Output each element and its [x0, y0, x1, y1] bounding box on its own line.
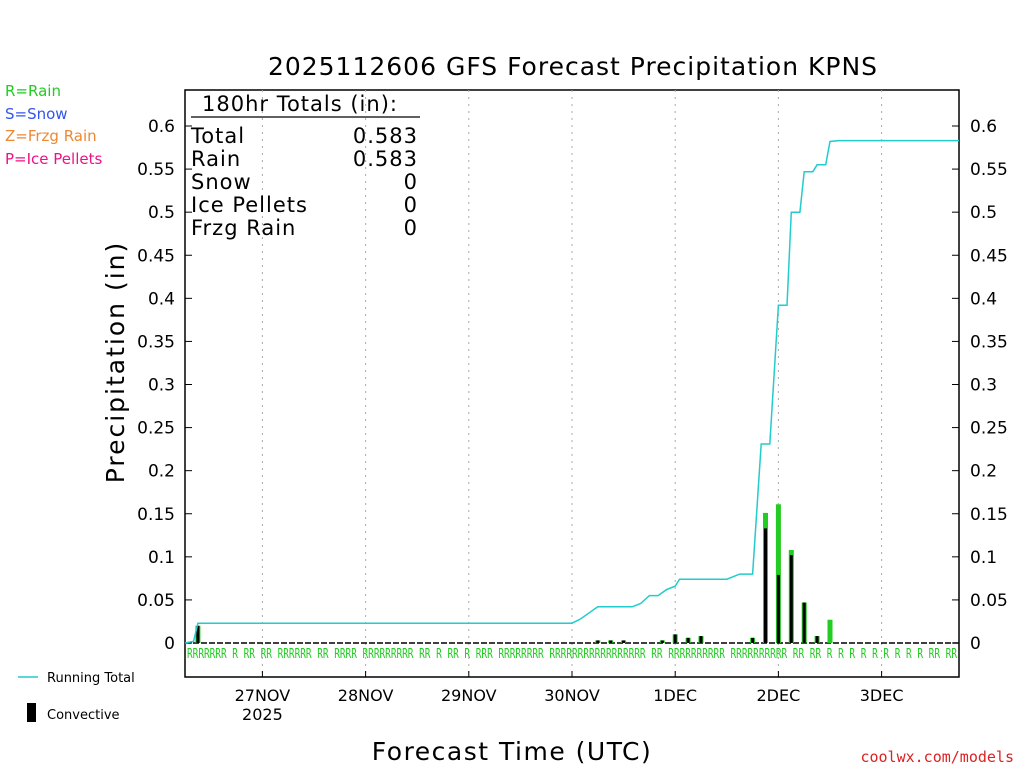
- rain-bar: [775, 504, 781, 643]
- y-tick-label-left: 0.25: [137, 419, 175, 439]
- rain-marker-row: RRRRRRR R RR RR RRRRRR RR RRRR RRRRRRRRR…: [187, 647, 957, 662]
- precip-type-legend-item: R=Rain: [5, 82, 61, 100]
- y-tick-label-right: 0.5: [970, 203, 997, 223]
- y-tick-label-right: 0.2: [970, 462, 997, 482]
- y-axis-right: 0 0.05 0.1 0.15 0.2 0.25 0.3 0.35 0.4 0.45 0.5 0.55…: [952, 117, 1008, 654]
- convective-bar: [609, 640, 613, 643]
- convective-bar: [764, 528, 767, 643]
- y-tick-label-left: 0.5: [148, 203, 175, 223]
- y-tick-label-right: 0.45: [970, 246, 1008, 266]
- grid-lines: [261, 90, 883, 677]
- y-tick-label-left: 0.45: [137, 246, 175, 266]
- totals-row-value: 0.583: [353, 147, 418, 171]
- y-tick-label-left: 0.15: [137, 505, 175, 525]
- y-axis-left: 0 0.05 0.1 0.15 0.2 0.25 0.3 0.35 0.4 0.45 0.5 0.55…: [137, 117, 192, 654]
- totals-row-label: Frzg Rain: [191, 216, 296, 240]
- totals-row-value: 0: [404, 193, 418, 217]
- x-tick-sublabel: 2025: [242, 705, 283, 724]
- y-tick-label-left: 0.2: [148, 462, 175, 482]
- convective-bar: [686, 637, 690, 643]
- y-tick-label-left: 0.4: [148, 289, 175, 309]
- convective-legend-swatch: [27, 703, 36, 722]
- y-tick-label-right: 0.4: [970, 289, 997, 309]
- convective-bar: [815, 636, 819, 643]
- y-tick-label-right: 0.6: [970, 117, 997, 137]
- y-tick-label-left: 0.3: [148, 376, 175, 396]
- y-tick-label-left: 0.35: [137, 332, 175, 352]
- totals-row-label: Ice Pellets: [191, 193, 308, 217]
- y-tick-label-right: 0.05: [970, 591, 1008, 611]
- totals-row-label: Snow: [191, 170, 252, 194]
- y-tick-label-left: 0.6: [148, 117, 175, 137]
- running-total-legend-label: Running Total: [47, 671, 135, 686]
- totals-row-value: 0.583: [353, 124, 418, 148]
- totals-row-value: 0: [404, 216, 418, 240]
- precip-type-legend-item: P=Ice Pellets: [5, 150, 102, 168]
- y-tick-label-right: 0.3: [970, 376, 997, 396]
- totals-box: 180hr Totals (in): Total 0.583 Rain 0.583 Sn…: [190, 92, 420, 240]
- y-tick-label-right: 0.15: [970, 505, 1008, 525]
- x-tick-label: 29NOV: [441, 686, 497, 705]
- series-legend: Running Total Convective: [18, 671, 135, 723]
- x-tick-label: 30NOV: [544, 686, 600, 705]
- totals-row-value: 0: [404, 170, 418, 194]
- y-axis-label: Precipitation (in): [101, 241, 130, 484]
- convective-bar: [776, 574, 780, 643]
- y-tick-label-left: 0.1: [148, 548, 175, 568]
- totals-header: 180hr Totals (in):: [202, 92, 398, 116]
- convective-bar: [673, 634, 677, 643]
- chart-title: 2025112606 GFS Forecast Precipitation KP…: [268, 52, 878, 81]
- y-tick-label-left: 0.05: [137, 591, 175, 611]
- x-tick-label: 3DEC: [860, 686, 904, 705]
- y-tick-label-right: 0.35: [970, 332, 1008, 352]
- convective-bar: [660, 640, 664, 643]
- x-tick-label: 28NOV: [338, 686, 394, 705]
- totals-row-label: Total: [190, 124, 245, 148]
- y-tick-label-left: 0.55: [137, 160, 175, 180]
- convective-bar: [699, 636, 703, 643]
- rain-bar: [827, 619, 833, 643]
- x-tick-label: 27NOV: [235, 686, 291, 705]
- y-tick-label-right: 0.55: [970, 160, 1008, 180]
- credit-text: coolwx.com/models: [860, 748, 1014, 766]
- y-tick-label-left: 0: [164, 634, 175, 654]
- convective-bar: [622, 640, 626, 643]
- totals-row-label: Rain: [191, 147, 241, 171]
- convective-legend-label: Convective: [47, 708, 120, 723]
- running-total-polyline: [184, 139, 959, 644]
- convective-bar: [751, 637, 755, 643]
- running-total-line: [184, 139, 959, 644]
- x-tick-label: 2DEC: [757, 686, 801, 705]
- convective-bar: [196, 625, 200, 643]
- convective-bar: [802, 602, 806, 643]
- y-tick-label-right: 0.1: [970, 548, 997, 568]
- precip-type-legend-item: S=Snow: [5, 105, 68, 123]
- precip-type-legend-item: Z=Frzg Rain: [5, 127, 97, 145]
- precip-type-markers: RRRRRRR R RR RR RRRRRR RR RRRR RRRRRRRRR…: [187, 647, 957, 662]
- y-tick-label-right: 0.25: [970, 419, 1008, 439]
- convective-bar: [789, 555, 793, 643]
- y-tick-label-right: 0: [970, 634, 981, 654]
- precip-type-legend: R=Rain S=Snow Z=Frzg Rain P=Ice Pellets: [5, 82, 102, 168]
- x-tick-label: 1DEC: [653, 686, 697, 705]
- x-axis-label: Forecast Time (UTC): [372, 737, 652, 766]
- precip-bars: [195, 504, 833, 643]
- convective-bar: [596, 640, 600, 643]
